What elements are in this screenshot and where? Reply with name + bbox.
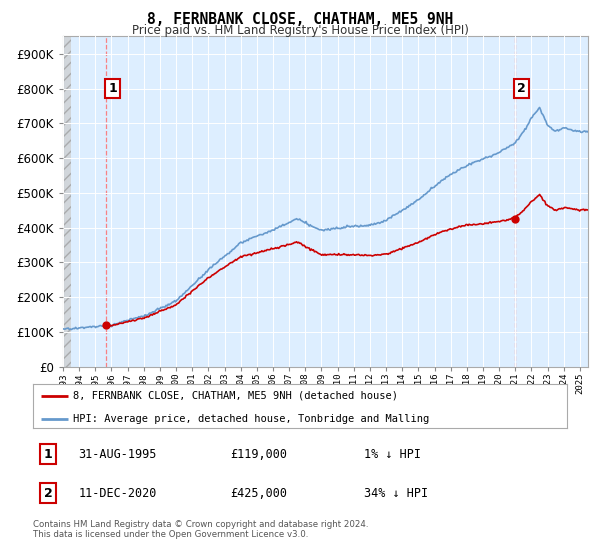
Text: 1: 1 [109, 82, 117, 95]
Text: 34% ↓ HPI: 34% ↓ HPI [364, 487, 428, 500]
Text: HPI: Average price, detached house, Tonbridge and Malling: HPI: Average price, detached house, Tonb… [73, 413, 430, 423]
Text: Contains HM Land Registry data © Crown copyright and database right 2024.
This d: Contains HM Land Registry data © Crown c… [33, 520, 368, 539]
Text: 2: 2 [517, 82, 526, 95]
Text: Price paid vs. HM Land Registry's House Price Index (HPI): Price paid vs. HM Land Registry's House … [131, 24, 469, 36]
Bar [63, 36, 71, 367]
Text: 8, FERNBANK CLOSE, CHATHAM, ME5 9NH: 8, FERNBANK CLOSE, CHATHAM, ME5 9NH [147, 12, 453, 27]
Text: £119,000: £119,000 [230, 447, 287, 461]
Text: 8, FERNBANK CLOSE, CHATHAM, ME5 9NH (detached house): 8, FERNBANK CLOSE, CHATHAM, ME5 9NH (det… [73, 391, 398, 401]
Text: 31-AUG-1995: 31-AUG-1995 [79, 447, 157, 461]
Text: 1: 1 [44, 447, 52, 461]
Text: 2: 2 [44, 487, 52, 500]
Text: 1% ↓ HPI: 1% ↓ HPI [364, 447, 421, 461]
Text: 11-DEC-2020: 11-DEC-2020 [79, 487, 157, 500]
Text: £425,000: £425,000 [230, 487, 287, 500]
